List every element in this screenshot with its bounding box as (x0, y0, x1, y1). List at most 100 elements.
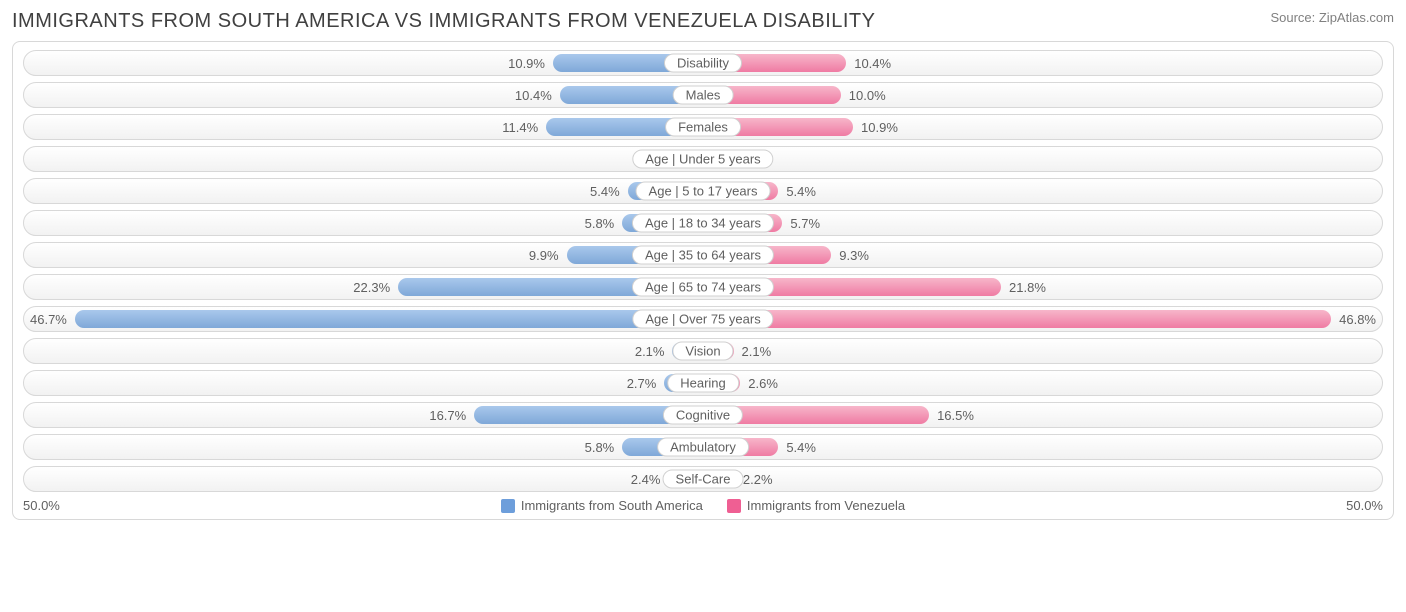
legend-item-right: Immigrants from Venezuela (727, 498, 905, 513)
right-value-label: 9.3% (833, 248, 875, 263)
left-value-label: 2.1% (629, 344, 671, 359)
left-value-label: 5.8% (579, 440, 621, 455)
chart-footer: 50.0% Immigrants from South America Immi… (23, 498, 1383, 513)
chart-row: 10.9% 10.4% Disability (23, 50, 1383, 76)
chart-row: 2.7% 2.6%Hearing (23, 370, 1383, 396)
category-label: Age | 35 to 64 years (632, 246, 774, 265)
left-value-label: 2.4% (625, 472, 667, 487)
right-bar (705, 310, 1331, 328)
left-value-label: 10.9% (502, 56, 551, 71)
category-label: Age | 65 to 74 years (632, 278, 774, 297)
legend-swatch-right (727, 499, 741, 513)
legend: Immigrants from South America Immigrants… (83, 498, 1323, 513)
category-label: Age | Under 5 years (632, 150, 773, 169)
source-attribution: Source: ZipAtlas.com (1270, 10, 1394, 25)
row-right-half: 16.5% (703, 403, 1382, 427)
chart-row: 5.8% 5.4% Ambulatory (23, 434, 1383, 460)
row-left-half: 5.8% (24, 211, 703, 235)
row-left-half: 22.3% (24, 275, 703, 299)
row-left-half: 11.4% (24, 115, 703, 139)
row-left-half: 5.4% (24, 179, 703, 203)
category-label: Disability (664, 54, 742, 73)
left-value-label: 9.9% (523, 248, 565, 263)
category-label: Males (673, 86, 734, 105)
row-right-half: 5.7% (703, 211, 1382, 235)
right-value-label: 5.4% (780, 440, 822, 455)
left-bar (75, 310, 701, 328)
chart-rows: 10.9% 10.4% Disability 10.4% 10.0% Males 11.4%… (23, 50, 1383, 492)
row-right-half: 5.4% (703, 435, 1382, 459)
chart-row: 16.7% 16.5% Cognitive (23, 402, 1383, 428)
source-prefix: Source: (1270, 10, 1318, 25)
row-left-half: 2.7% (24, 371, 703, 395)
row-right-half: 2.2% (703, 467, 1382, 491)
left-value-label: 11.4% (496, 120, 544, 135)
page-title: IMMIGRANTS FROM SOUTH AMERICA VS IMMIGRA… (12, 10, 875, 33)
row-left-half: 2.4% (24, 467, 703, 491)
chart-row: 1.2%1.2%Age | Under 5 years (23, 146, 1383, 172)
row-right-half: 21.8% (703, 275, 1382, 299)
right-value-label: 5.7% (784, 216, 826, 231)
row-left-half: 10.4% (24, 83, 703, 107)
chart-row: 2.4% 2.2%Self-Care (23, 466, 1383, 492)
chart-row: 10.4% 10.0% Males (23, 82, 1383, 108)
right-value-label: 16.5% (931, 408, 980, 423)
legend-item-left: Immigrants from South America (501, 498, 703, 513)
right-value-label: 2.1% (736, 344, 778, 359)
right-value-label: 5.4% (780, 184, 822, 199)
source-link[interactable]: ZipAtlas.com (1319, 10, 1394, 25)
row-left-half: 9.9% (24, 243, 703, 267)
row-right-half: 10.9% (703, 115, 1382, 139)
chart-row: 2.1% 2.1%Vision (23, 338, 1383, 364)
left-value-label: 46.7% (24, 312, 73, 327)
chart-row: 9.9% 9.3% Age | 35 to 64 years (23, 242, 1383, 268)
category-label: Age | Over 75 years (632, 310, 773, 329)
row-left-half: 2.1% (24, 339, 703, 363)
legend-swatch-left (501, 499, 515, 513)
left-value-label: 2.7% (621, 376, 663, 391)
category-label: Cognitive (663, 406, 743, 425)
row-right-half: 10.4% (703, 51, 1382, 75)
axis-max-left: 50.0% (23, 498, 83, 513)
category-label: Ambulatory (657, 438, 749, 457)
left-value-label: 5.4% (584, 184, 626, 199)
right-value-label: 2.6% (742, 376, 784, 391)
row-left-half: 1.2% (24, 147, 703, 171)
category-label: Age | 18 to 34 years (632, 214, 774, 233)
row-right-half: 9.3% (703, 243, 1382, 267)
left-value-label: 22.3% (347, 280, 396, 295)
legend-label-right: Immigrants from Venezuela (747, 498, 905, 513)
right-value-label: 46.8% (1333, 312, 1382, 327)
chart-row: 5.8% 5.7% Age | 18 to 34 years (23, 210, 1383, 236)
category-label: Age | 5 to 17 years (636, 182, 771, 201)
header: IMMIGRANTS FROM SOUTH AMERICA VS IMMIGRA… (12, 10, 1394, 33)
legend-label-left: Immigrants from South America (521, 498, 703, 513)
right-value-label: 10.4% (848, 56, 897, 71)
right-value-label: 21.8% (1003, 280, 1052, 295)
category-label: Females (665, 118, 741, 137)
row-right-half: 2.1% (703, 339, 1382, 363)
row-right-half: 5.4% (703, 179, 1382, 203)
chart-row: 11.4% 10.9% Females (23, 114, 1383, 140)
chart-row: 46.7% 46.8% Age | Over 75 years (23, 306, 1383, 332)
category-label: Hearing (667, 374, 739, 393)
left-value-label: 5.8% (579, 216, 621, 231)
axis-max-right: 50.0% (1323, 498, 1383, 513)
chart-container: 10.9% 10.4% Disability 10.4% 10.0% Males 11.4%… (12, 41, 1394, 520)
chart-row: 22.3% 21.8% Age | 65 to 74 years (23, 274, 1383, 300)
row-left-half: 5.8% (24, 435, 703, 459)
category-label: Self-Care (663, 470, 744, 489)
chart-row: 5.4% 5.4% Age | 5 to 17 years (23, 178, 1383, 204)
right-value-label: 10.0% (843, 88, 892, 103)
row-right-half: 46.8% (703, 307, 1382, 331)
left-value-label: 10.4% (509, 88, 558, 103)
row-right-half: 1.2% (703, 147, 1382, 171)
row-right-half: 10.0% (703, 83, 1382, 107)
right-value-label: 10.9% (855, 120, 904, 135)
category-label: Vision (672, 342, 733, 361)
row-right-half: 2.6% (703, 371, 1382, 395)
row-left-half: 10.9% (24, 51, 703, 75)
left-value-label: 16.7% (423, 408, 472, 423)
row-left-half: 46.7% (24, 307, 703, 331)
row-left-half: 16.7% (24, 403, 703, 427)
